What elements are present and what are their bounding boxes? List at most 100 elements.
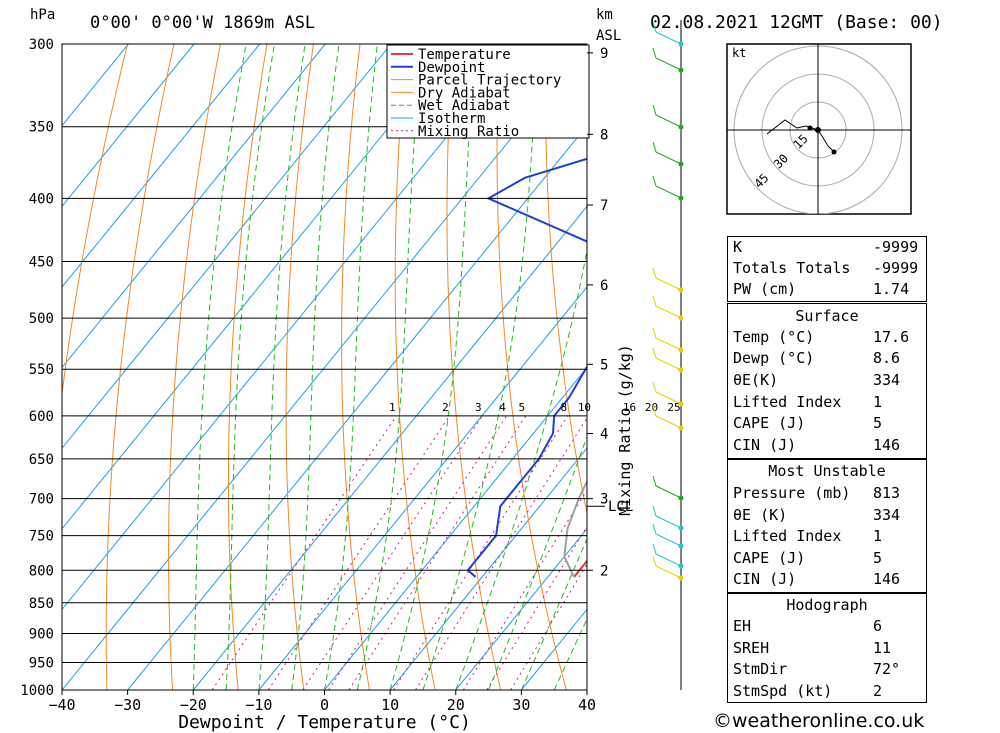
pressure-tick-label: 450 — [29, 255, 54, 271]
surface-value: 17.6 — [873, 328, 910, 346]
mixing-ratio-label: 25 — [667, 401, 680, 414]
wind-barb — [652, 523, 682, 547]
datetime-title: 02.08.2021 12GMT (Base: 00) — [650, 12, 943, 33]
isotherm-line — [389, 447, 587, 690]
pressure-tick-label: 700 — [29, 492, 54, 508]
mixing-ratio-label: 1 — [389, 401, 396, 414]
isotherm-line — [62, 44, 195, 208]
mu-value: 1 — [873, 527, 883, 545]
surface-label: Temp (°C) — [733, 328, 815, 346]
mu-value: 813 — [873, 484, 901, 502]
mixing-ratio-line — [267, 415, 450, 690]
surface-label: CAPE (J) — [733, 414, 806, 432]
pressure-tick-label: 950 — [29, 655, 54, 671]
asl-unit-label: ASL — [596, 28, 621, 44]
hodo-label: EH — [733, 617, 752, 635]
surface-label: Lifted Index — [733, 393, 842, 411]
wind-barb — [652, 267, 682, 291]
isotherm-line — [62, 44, 587, 690]
hodograph-point — [807, 125, 813, 131]
pressure-tick-label: 750 — [29, 529, 54, 545]
wet-adiabat-line — [225, 44, 275, 690]
km-tick-label: 2 — [600, 563, 608, 579]
isotherm-line — [62, 44, 129, 127]
legend-entry: Parcel Trajectory — [418, 73, 561, 89]
legend-entry: Temperature — [418, 47, 511, 63]
hpa-unit-label: hPa — [30, 7, 55, 23]
isotherm-line — [455, 527, 587, 690]
hodo-value: 11 — [873, 639, 892, 657]
mixing-ratio-line — [393, 415, 569, 690]
pressure-tick-label: 400 — [29, 191, 54, 207]
pressure-tick-label: 550 — [29, 362, 54, 378]
pressure-tick-label: 600 — [29, 409, 54, 425]
temperature-tick-label: −10 — [245, 696, 272, 714]
mu-label: Lifted Index — [733, 527, 842, 545]
dry-adiabat-line — [168, 44, 221, 690]
surface-label: CIN (J) — [733, 436, 797, 454]
mu-label: CIN (J) — [733, 570, 797, 588]
x-axis-label: Dewpoint / Temperature (°C) — [178, 712, 471, 733]
pressure-tick-label: 500 — [29, 311, 54, 327]
mu-value: 146 — [873, 570, 901, 588]
legend — [386, 44, 590, 139]
pressure-tick-label: 1000 — [20, 683, 54, 699]
isotherm-line — [258, 286, 587, 690]
legend-box — [386, 44, 590, 139]
mixing-ratio-label: 3 — [475, 401, 482, 414]
mu-label: Pressure (mb) — [733, 484, 851, 502]
km-tick-label: 7 — [600, 198, 608, 214]
surface-value: 1 — [873, 393, 883, 411]
surface-panel: Surface Temp (°C) 17.6 Dewp (°C) 8.6 θE(K)… — [727, 303, 927, 459]
wind-barb — [652, 405, 682, 429]
km-tick-label: 5 — [600, 357, 608, 373]
mixing-ratio-line — [462, 489, 587, 690]
legend-entry: Dry Adiabat — [418, 85, 511, 101]
wet-adiabat-line — [324, 44, 378, 690]
legend-entry: Wet Adiabat — [418, 98, 511, 114]
wind-barb — [652, 175, 682, 199]
wet-adiabat-line — [488, 435, 587, 690]
pw-label: PW (cm) — [733, 280, 797, 298]
location-title: 0°00' 0°00'W 1869m ASL — [90, 13, 315, 33]
storm-motion-point — [831, 149, 837, 155]
km-unit-label: km — [596, 7, 613, 23]
temperature-tick-label: 40 — [578, 696, 596, 714]
surface-value: 5 — [873, 414, 883, 432]
km-tick-label: 3 — [600, 492, 608, 508]
pressure-tick-label: 800 — [29, 563, 54, 579]
hodo-value: 2 — [873, 682, 883, 700]
pressure-tick-label: 300 — [29, 37, 54, 53]
lcl-label: LCL — [608, 499, 633, 515]
wind-barb — [652, 21, 682, 45]
wind-barb — [652, 555, 682, 579]
hodograph-index-title: Hodograph — [786, 596, 868, 614]
dry-adiabat-line — [285, 44, 315, 690]
tt-index-label: Totals Totals — [733, 259, 851, 277]
isotherm-line — [127, 124, 587, 690]
mixing-ratio-line — [328, 415, 507, 690]
wind-barb — [652, 543, 682, 567]
most-unstable-title: Most Unstable — [768, 462, 886, 480]
hodo-value: 72° — [873, 660, 901, 678]
dewpoint-profile — [466, 157, 587, 578]
k-index-value: -9999 — [873, 238, 919, 256]
mixing-ratio-line — [486, 525, 587, 690]
isotherm-line — [62, 44, 523, 611]
surface-value: 334 — [873, 371, 901, 389]
km-tick-label: 4 — [600, 427, 608, 443]
dry-adiabat-line — [965, 44, 1000, 690]
wind-barb — [652, 295, 682, 319]
wind-barb — [652, 505, 682, 529]
k-index-label: K — [733, 238, 743, 256]
temperature-tick-label: 0 — [320, 696, 329, 714]
surface-title: Surface — [795, 307, 859, 325]
temperature-tick-label: −20 — [180, 696, 207, 714]
dry-adiabat-line — [918, 44, 1000, 690]
legend-entry: Mixing Ratio — [418, 124, 519, 140]
mixing-ratio-label: 5 — [518, 401, 525, 414]
dry-adiabat-line — [105, 44, 175, 690]
copyright[interactable]: ©weatheronline.co.uk — [713, 710, 925, 732]
surface-value: 146 — [873, 436, 901, 454]
isotherm-line — [62, 44, 457, 530]
